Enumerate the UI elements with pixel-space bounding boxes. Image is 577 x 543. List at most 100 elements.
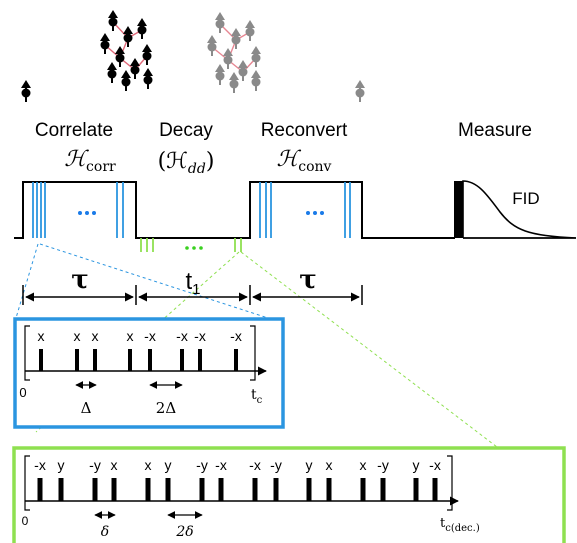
blue-pulse: [75, 349, 79, 371]
fid-label: FID: [512, 189, 539, 208]
blue-pulse-phase: -x: [144, 328, 156, 344]
green-pulse: [37, 478, 43, 501]
blue-pulse: [148, 349, 152, 371]
blue-pulse: [93, 349, 97, 371]
blue-zoom-line-left: [15, 243, 39, 319]
blue-pulse: [39, 349, 43, 371]
green-two-delta-label: 2δ: [175, 524, 193, 540]
timing-axis: τ t1 τ: [22, 265, 363, 305]
green-pulse-phase: y: [58, 457, 65, 473]
green-pulse: [360, 478, 366, 501]
green-pulse: [58, 478, 64, 501]
blue-zero-label: 0: [19, 385, 26, 400]
green-pulse-phase: x: [326, 457, 333, 473]
stage-label-reconvert: Reconvert: [261, 120, 348, 141]
green-pulse-phase: -x: [249, 457, 261, 473]
green-pulse: [413, 478, 419, 501]
green-pulse-phase: -y: [196, 457, 208, 473]
blue-pulse-phase: -x: [230, 328, 242, 344]
spin-black-icon: [115, 46, 125, 67]
spin-gray-icon: [251, 46, 261, 67]
spin-gray-icon: [215, 64, 225, 85]
green-tc-label: tc(dec.): [440, 516, 480, 534]
green-pulse: [92, 478, 98, 501]
spin-gray-icon: [223, 48, 233, 69]
green-pulse: [111, 478, 117, 501]
spin-black-icon: [130, 58, 140, 79]
spin-gray-icon: [207, 35, 217, 56]
fid-curve: [462, 180, 577, 239]
single-spin-gray: [355, 80, 365, 102]
reconvert-ellipsis: [306, 211, 324, 215]
green-pulse: [218, 478, 224, 501]
spin-black-icon: [108, 10, 118, 31]
blue-two-delta-label: 2Δ: [156, 399, 177, 417]
blue-pulse: [128, 349, 132, 371]
green-pulse: [273, 478, 279, 501]
blue-pulse-phase: -x: [176, 328, 188, 344]
spin-cluster-gray: [207, 12, 261, 93]
tau-right-label: τ: [299, 265, 317, 295]
spin-black-icon: [100, 33, 110, 54]
green-pulse: [252, 478, 258, 501]
spin-black-icon: [123, 26, 133, 47]
green-pulse-phase: -y: [377, 457, 389, 473]
spin-gray-icon: [215, 12, 225, 33]
blue-pulse-phase: x: [38, 328, 45, 344]
hamiltonian-conv: ℋconv: [277, 147, 332, 175]
hamiltonian-dd: (ℋdd): [158, 149, 215, 177]
detection-pulse: [454, 181, 463, 238]
green-pulse: [199, 478, 205, 501]
blue-delta-label: Δ: [81, 399, 92, 417]
green-zero-label: 0: [22, 514, 29, 528]
green-pulse: [165, 478, 171, 501]
green-pulse-phase: x: [360, 457, 367, 473]
blue-pulse: [198, 349, 202, 371]
blue-pulse-phase: x: [92, 328, 99, 344]
spin-black-icon: [107, 62, 117, 83]
blue-zoom-box: x x x x -x -x -x -x 0 Δ 2Δ tc: [13, 317, 285, 429]
blue-pulse-phase: x: [74, 328, 81, 344]
blue-pulse: [234, 349, 238, 371]
spin-black-icon: [143, 68, 153, 89]
green-pulse-phase: -x: [34, 457, 46, 473]
green-pulse-phase: y: [413, 457, 420, 473]
spin-gray-icon: [231, 28, 241, 49]
spin-black-icon: [121, 70, 131, 91]
single-spin-black: [21, 80, 31, 102]
stage-label-decay: Decay: [159, 120, 213, 141]
green-pulse: [326, 478, 332, 501]
t1-label: t1: [185, 268, 200, 298]
green-pulse: [145, 478, 151, 501]
green-pulse: [432, 478, 438, 501]
decay-ellipsis: [185, 246, 203, 250]
spin-gray-icon: [238, 60, 248, 81]
stage-label-correlate: Correlate: [35, 120, 113, 141]
blue-tc-label: tc: [251, 387, 263, 406]
green-pulse-phase: y: [306, 457, 313, 473]
green-pulse-phase: -y: [270, 457, 282, 473]
green-pulse-phase: x: [111, 457, 118, 473]
green-pulse-phase: x: [145, 457, 152, 473]
green-pulse-phase: -y: [89, 457, 101, 473]
correlate-pulses: [32, 182, 124, 238]
spin-black-icon: [137, 18, 147, 39]
main-sequence: FID: [14, 180, 577, 252]
green-pulse-phase: y: [165, 457, 172, 473]
correlate-ellipsis: [78, 211, 96, 215]
blue-pulse-phase: -x: [194, 328, 206, 344]
blue-pulse-phase: x: [127, 328, 134, 344]
spin-cluster-black: [100, 10, 153, 91]
tau-left-label: τ: [71, 265, 89, 295]
blue-pulse: [180, 349, 184, 371]
spin-gray-icon: [229, 72, 239, 93]
hamiltonian-corr: ℋcorr: [64, 147, 116, 175]
green-pulse: [306, 478, 312, 501]
reconvert-pulses: [259, 182, 351, 238]
spin-gray-icon: [245, 20, 255, 41]
green-pulse: [380, 478, 386, 501]
green-zoom-box: -x y -y x x y -y -x -x -y y x x -y y -x 0 δ 2δ tc(dec.): [12, 446, 566, 543]
stage-label-measure: Measure: [458, 120, 532, 141]
blue-zoom-line-right: [39, 243, 269, 319]
